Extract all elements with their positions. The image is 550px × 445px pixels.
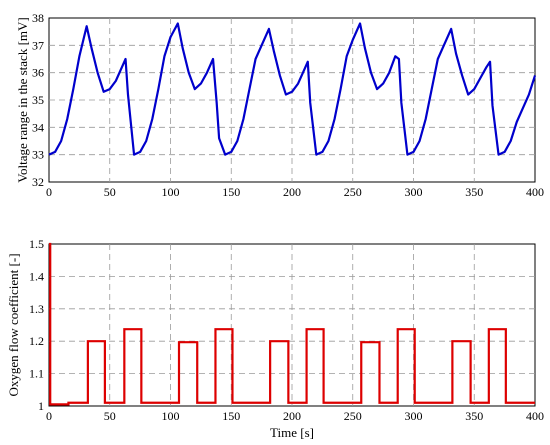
voltage-x-tick-label: 250 xyxy=(344,185,362,199)
voltage-y-ticks: 32 33 34 35 36 37 38 xyxy=(32,11,44,189)
voltage-y-tick-label: 37 xyxy=(32,38,44,52)
voltage-x-ticks: 0 50 100 150 200 250 300 350 400 xyxy=(46,185,544,199)
oxygen-y-tick-label: 1.1 xyxy=(29,367,44,381)
oxygen-chart-panel: 0 50 100 150 200 250 300 350 400 1 1.1 1.2 1.3 1.4 1.… xyxy=(6,237,544,440)
oxygen-y-tick-label: 1.3 xyxy=(29,302,44,316)
oxygen-x-tick-label: 0 xyxy=(46,409,52,423)
voltage-x-tick-label: 200 xyxy=(283,185,301,199)
oxygen-x-tick-label: 250 xyxy=(344,409,362,423)
voltage-x-tick-label: 300 xyxy=(405,185,423,199)
voltage-x-tick-label: 350 xyxy=(465,185,483,199)
oxygen-x-tick-label: 200 xyxy=(283,409,301,423)
oxygen-grid xyxy=(49,244,535,406)
voltage-chart-panel: 0 50 100 150 200 250 300 350 400 32333435363738 … xyxy=(15,11,544,199)
voltage-y-axis-label: Voltage range in the stack [mV] xyxy=(15,17,30,182)
voltage-x-tick-label: 50 xyxy=(104,185,116,199)
oxygen-y-axis-label: Oxygen flow coefficient [-] xyxy=(6,253,21,396)
voltage-y-tick-label: 36 xyxy=(32,66,44,80)
voltage-x-tick-label: 150 xyxy=(222,185,240,199)
oxygen-y-ticks: 1 1.1 1.2 1.3 1.4 1.5 xyxy=(29,237,44,413)
oxygen-x-ticks: 0 50 100 150 200 250 300 350 400 xyxy=(46,409,544,423)
oxygen-y-tick-label: 1.2 xyxy=(29,334,44,348)
voltage-y-tick-label: 38 xyxy=(32,11,44,25)
oxygen-x-tick-label: 300 xyxy=(405,409,423,423)
voltage-x-tick-label: 100 xyxy=(162,185,180,199)
oxygen-x-tick-label: 150 xyxy=(222,409,240,423)
voltage-y-tick-label: 34 xyxy=(32,120,44,134)
voltage-y-tick-label: 32 xyxy=(32,175,44,189)
oxygen-y-tick-label: 1.4 xyxy=(29,269,44,283)
time-x-axis-label: Time [s] xyxy=(270,425,314,440)
voltage-x-tick-label: 400 xyxy=(526,185,544,199)
oxygen-y-tick-label: 1 xyxy=(38,399,44,413)
oxygen-x-tick-label: 50 xyxy=(104,409,116,423)
voltage-y-tick-label: 33 xyxy=(32,148,44,162)
oxygen-x-tick-label: 400 xyxy=(526,409,544,423)
voltage-grid xyxy=(49,18,535,182)
oxygen-x-tick-label: 100 xyxy=(162,409,180,423)
voltage-y-tick-label: 35 xyxy=(32,93,44,107)
oxygen-series-line xyxy=(49,242,535,406)
oxygen-y-tick-label: 1.5 xyxy=(29,237,44,251)
oxygen-x-tick-label: 350 xyxy=(465,409,483,423)
voltage-series-line xyxy=(48,22,537,156)
voltage-x-tick-label: 0 xyxy=(46,185,52,199)
